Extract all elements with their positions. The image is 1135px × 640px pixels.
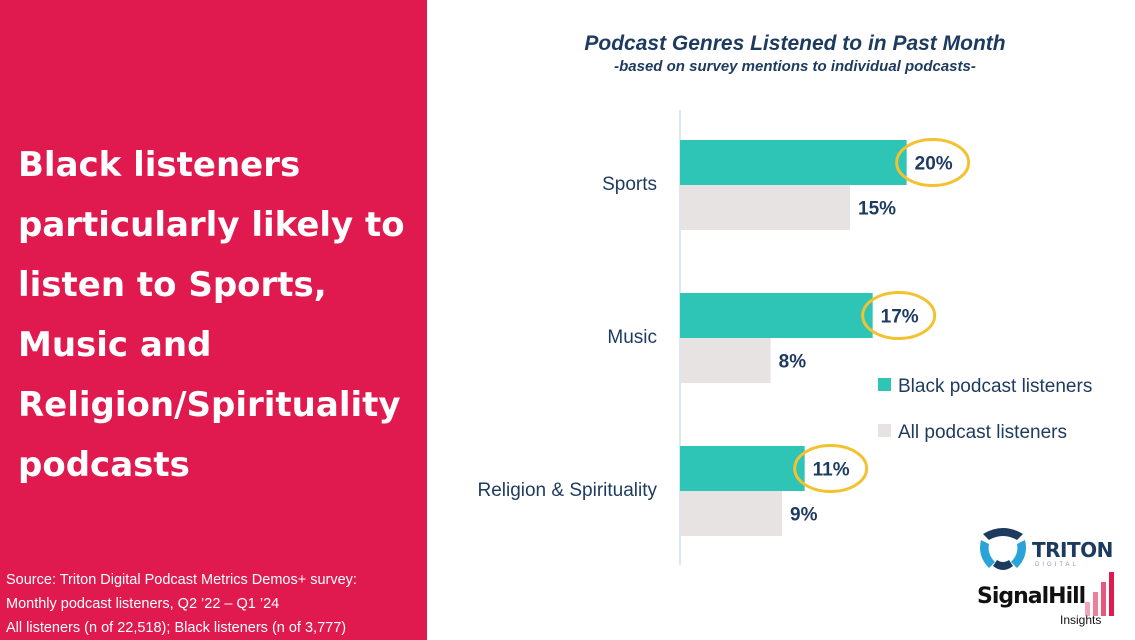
data-label: 11% [813,460,850,481]
headline-line: Religion/Spirituality [18,385,401,425]
legend-swatch [878,378,891,391]
bar-black-listeners [680,293,873,338]
source-line: Source: Triton Digital Podcast Metrics D… [6,572,357,588]
signalhill-subtitle: Insights [1060,613,1102,627]
headline-line: Black listeners [18,145,301,185]
highlight-circle [895,138,971,187]
signalhill-wordmark: SignalHill [977,584,1086,609]
data-label: 17% [881,307,919,328]
headline-line: listen to Sports, [18,265,327,305]
source-line: All listeners (n of 22,518); Black liste… [6,620,347,636]
category-label: Music [607,327,657,348]
source-note: Source: Triton Digital Podcast Metrics D… [6,568,416,640]
headline: Black listeners particularly likely to l… [18,135,418,495]
data-label: 20% [915,154,953,175]
bar-all-listeners [680,338,771,383]
data-label: 8% [779,352,807,373]
headline-line: podcasts [18,445,190,485]
chart-title: Podcast Genres Listened to in Past Month [584,32,1006,55]
bar-black-listeners [680,446,805,491]
chart-subtitle: -based on survey mentions to individual … [614,58,976,75]
legend-swatch [878,424,891,437]
source-line: Monthly podcast listeners, Q2 ’22 – Q1 ’… [6,596,280,612]
bar-all-listeners [680,491,782,536]
signal-bars-icon [1085,572,1114,616]
highlight-circle [861,291,937,340]
legend-label: All podcast listeners [898,422,1067,443]
headline-line: Music and [18,325,212,365]
category-label: Religion & Spirituality [477,480,657,501]
triton-wordmark: TRITON [1032,538,1113,562]
logos: TRITON DIGITAL SignalHill Insights [975,520,1125,640]
highlight-circle [793,444,869,493]
left-panel: Black listeners particularly likely to l… [0,0,427,640]
legend-label: Black podcast listeners [898,376,1092,397]
triton-subtitle: DIGITAL [1035,562,1079,568]
triton-logo-icon [980,528,1026,570]
headline-line: particularly likely to [18,205,405,245]
data-label: 9% [790,505,818,526]
bar-black-listeners [680,140,907,185]
data-label: 15% [858,199,896,220]
category-label: Sports [602,174,657,195]
bar-all-listeners [680,185,850,230]
